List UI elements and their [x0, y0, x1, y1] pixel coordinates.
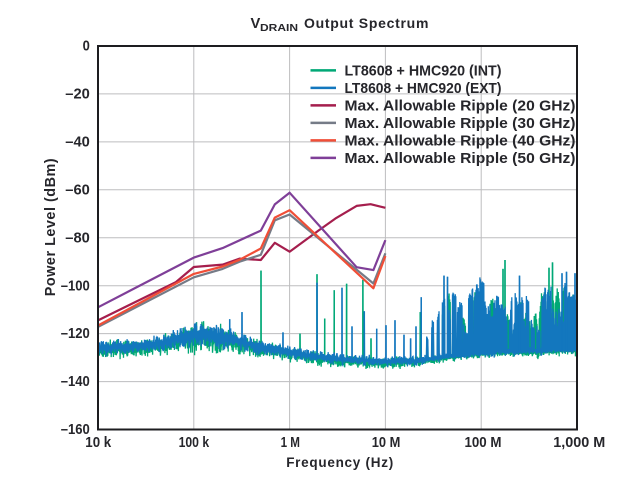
svg-text:Power Level (dBm): Power Level (dBm) [43, 158, 59, 296]
svg-text:DRAIN: DRAIN [260, 23, 298, 34]
svg-text:–100: –100 [61, 278, 90, 294]
svg-text:10 k: 10 k [85, 435, 112, 451]
svg-text:1,000 M: 1,000 M [553, 435, 605, 451]
svg-text:Max. Allowable Ripple (50 GHz): Max. Allowable Ripple (50 GHz) [345, 150, 576, 167]
svg-text:10 M: 10 M [372, 435, 401, 451]
svg-text:–80: –80 [65, 230, 90, 246]
svg-text:–60: –60 [65, 182, 90, 198]
svg-text:–120: –120 [61, 326, 90, 342]
svg-text:Frequency (Hz): Frequency (Hz) [286, 455, 393, 470]
svg-text:–20: –20 [65, 87, 90, 103]
svg-text:1 M: 1 M [281, 435, 300, 451]
svg-text:V: V [251, 16, 261, 32]
svg-text:100 k: 100 k [179, 435, 210, 451]
svg-text:Max. Allowable Ripple (20 GHz): Max. Allowable Ripple (20 GHz) [345, 97, 576, 114]
svg-text:–140: –140 [61, 374, 90, 390]
svg-text:Max. Allowable Ripple (40 GHz): Max. Allowable Ripple (40 GHz) [345, 132, 576, 149]
svg-text:LT8608 + HMC920 (EXT): LT8608 + HMC920 (EXT) [345, 80, 502, 97]
svg-text:0: 0 [83, 39, 90, 55]
svg-text:Output Spectrum: Output Spectrum [304, 15, 428, 31]
svg-text:Max. Allowable Ripple (30 GHz): Max. Allowable Ripple (30 GHz) [345, 115, 576, 132]
svg-text:–160: –160 [61, 422, 90, 438]
svg-text:LT8608 + HMC920 (INT): LT8608 + HMC920 (INT) [345, 62, 502, 79]
svg-text:–40: –40 [65, 135, 90, 151]
svg-text:100 M: 100 M [465, 435, 502, 451]
